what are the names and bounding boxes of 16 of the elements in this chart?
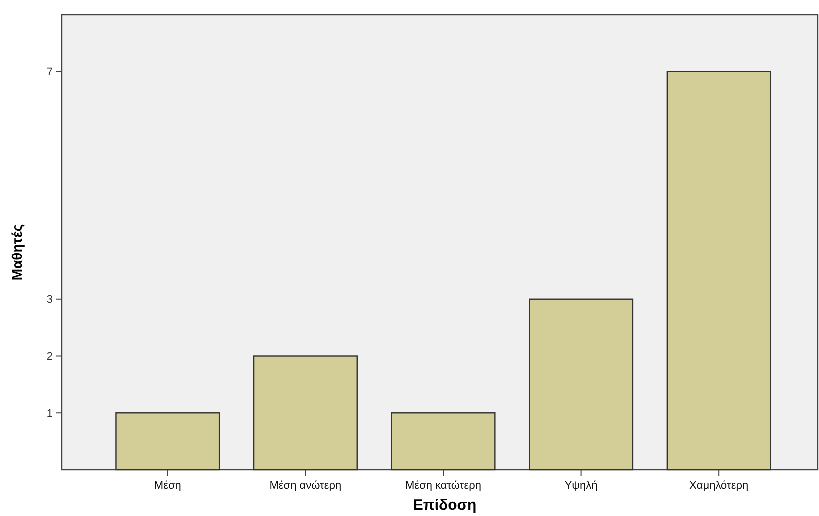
bar: [391, 412, 496, 471]
y-tick-label: 7: [46, 66, 53, 79]
x-tick-label: Μέση: [154, 480, 182, 492]
bar: [666, 71, 772, 471]
y-tick-label: 3: [46, 294, 53, 306]
x-tick-label: Υψηλή: [564, 480, 598, 492]
y-axis-title: Μαθητές: [9, 224, 25, 281]
bar: [529, 298, 634, 471]
bar: [116, 412, 220, 471]
x-tick-label: Μέση κατώτερη: [405, 480, 482, 492]
x-axis-title: Επίδοση: [413, 497, 477, 514]
bar: [253, 356, 358, 471]
y-tick-label: 2: [46, 351, 53, 364]
x-tick-label: Χαμηλότερη: [690, 480, 749, 492]
x-tick-label: Μέση ανώτερη: [270, 480, 342, 492]
y-tick-label: 1: [46, 408, 53, 420]
